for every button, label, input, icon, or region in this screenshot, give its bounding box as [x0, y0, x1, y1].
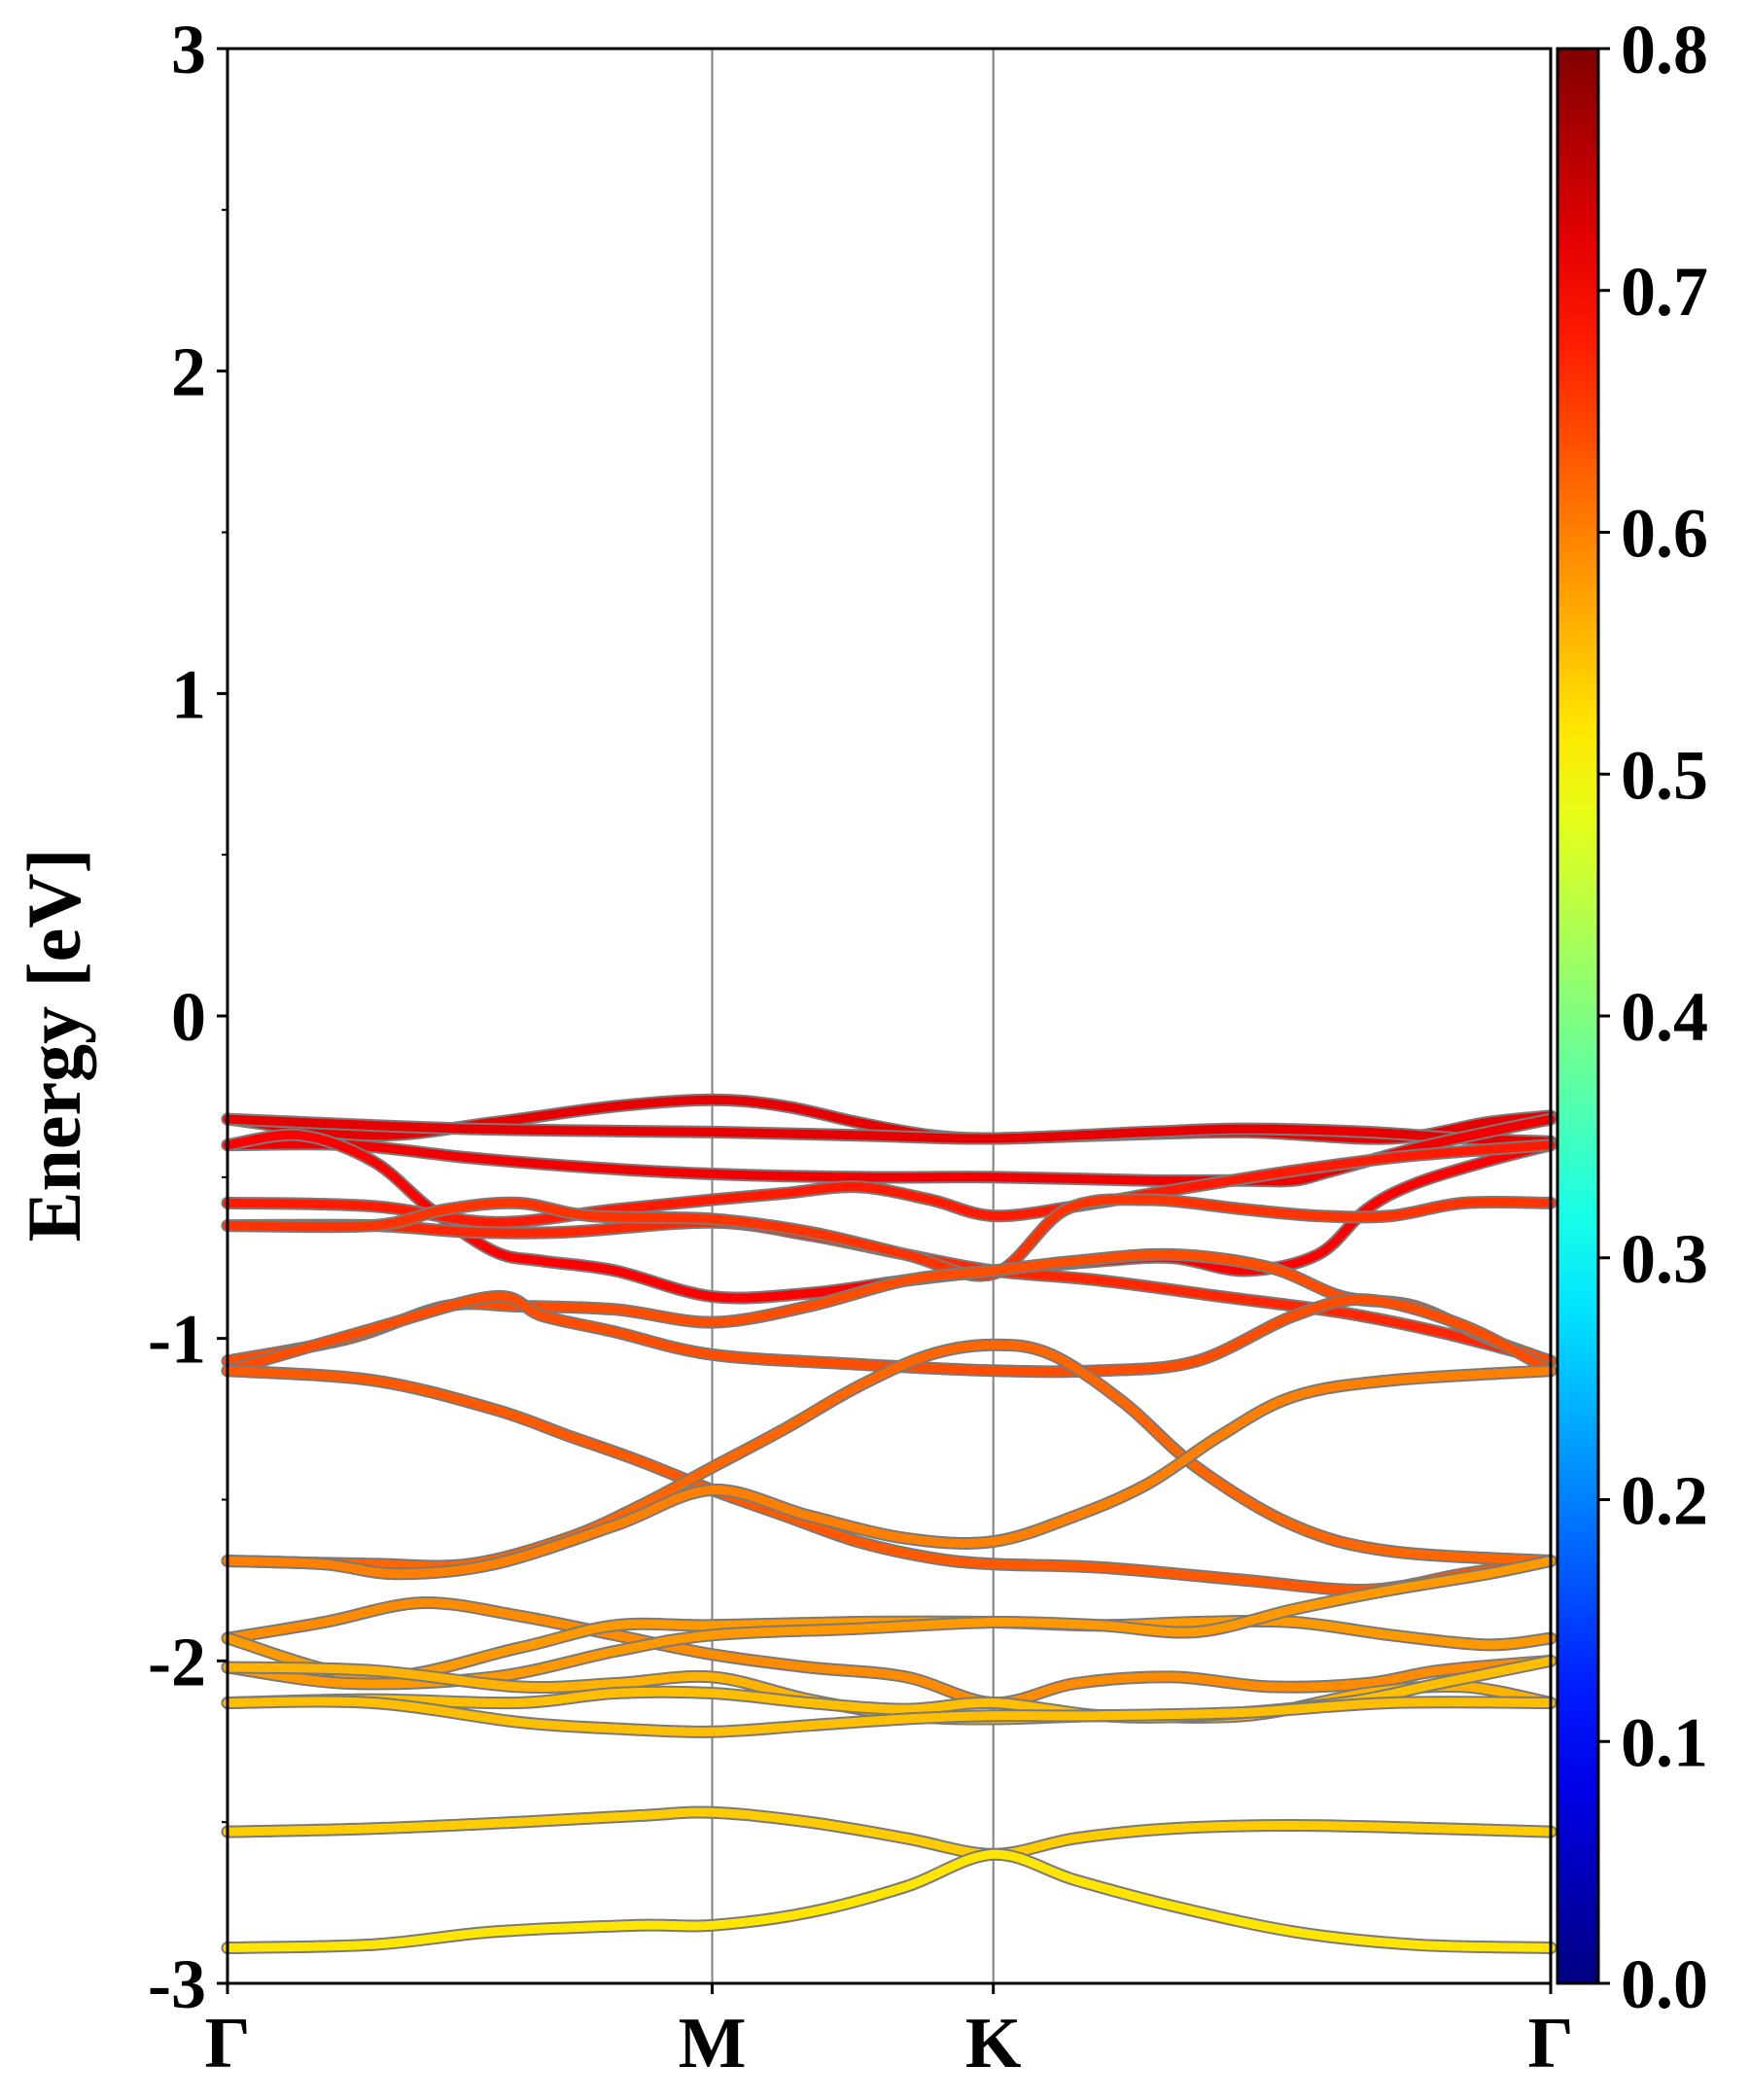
band-line: [223, 1195, 1556, 1280]
y-tick-label: 0: [171, 978, 206, 1056]
band-line: [223, 1366, 1556, 1579]
band-line: [223, 1807, 1556, 1859]
x-tick-label: Γ: [1527, 2004, 1573, 2083]
x-tick-label: M: [679, 2004, 747, 2083]
colorbar-tick-label: 0.3: [1621, 1220, 1708, 1298]
colorbar-tick-label: 0.4: [1621, 978, 1708, 1056]
band-line: [223, 1140, 1556, 1227]
band-line: [223, 1366, 1556, 1595]
x-tick-label: Γ: [204, 2004, 250, 2083]
band-line: [223, 1697, 1556, 1736]
colorbar-ticks: 0.8 0.7 0.6 0.5 0.4 0.3 0.2 0.1 0.0: [1598, 11, 1708, 2023]
colorbar-tick-label: 0.1: [1621, 1703, 1708, 1781]
band-line: [223, 1849, 1556, 1952]
band-outline: [221, 1215, 1558, 1368]
band-line: [223, 1114, 1556, 1146]
colorbar-tick-label: 0.0: [1621, 1945, 1708, 2023]
y-tick-label: 3: [171, 11, 206, 88]
y-axis: 3 2 1 0 -1 -2 -3: [148, 11, 228, 2023]
colorbar: [1556, 47, 1600, 1985]
band-outline: [221, 1847, 1558, 1954]
y-tick-label: -1: [148, 1301, 206, 1379]
band-outline: [221, 1289, 1558, 1379]
energy-bands: [221, 1093, 1558, 1954]
band-line: [223, 1217, 1556, 1366]
band-outline: [221, 1364, 1558, 1597]
kpoint-separators: [711, 49, 995, 1983]
colorbar-tick-label: 0.6: [1621, 495, 1708, 573]
colorbar-tick-label: 0.5: [1621, 736, 1708, 814]
colorbar-tick-label: 0.7: [1621, 253, 1708, 331]
x-tick-label: K: [965, 2004, 1022, 2083]
y-tick-label: 1: [171, 655, 206, 733]
colorbar-tick-label: 0.2: [1621, 1462, 1708, 1540]
band-line: [223, 1598, 1556, 1708]
y-axis-label: Energy [eV]: [12, 848, 96, 1242]
y-tick-label: -2: [148, 1623, 206, 1700]
band-line: [223, 1095, 1556, 1143]
y-tick-label: 2: [171, 333, 206, 411]
y-tick-label: -3: [148, 1945, 206, 2023]
colorbar-tick-label: 0.8: [1621, 11, 1708, 88]
